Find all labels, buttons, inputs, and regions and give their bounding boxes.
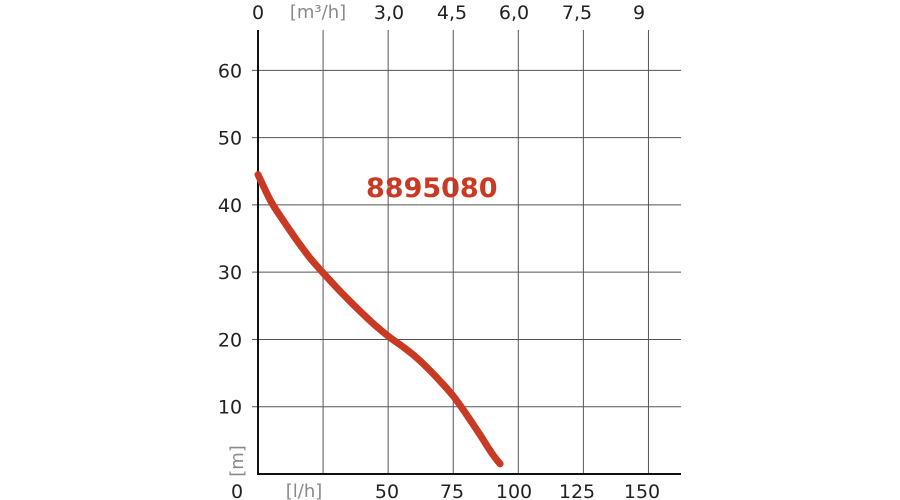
y-unit-label: [m] xyxy=(227,445,248,477)
x-top-tick-label-9: 9 xyxy=(633,2,645,24)
x-bottom-tick-label-50: 50 xyxy=(375,481,399,500)
y-tick-label-50: 50 xyxy=(218,128,242,150)
x-top-unit-label: [m³/h] xyxy=(290,2,346,23)
axes xyxy=(257,30,681,475)
y-tick-label-10: 10 xyxy=(218,397,242,419)
grid xyxy=(252,30,681,474)
x-top-tick-label-7,5: 7,5 xyxy=(562,2,592,24)
x-bottom-tick-label-75: 75 xyxy=(440,481,464,500)
y-tick-label-30: 30 xyxy=(218,262,242,284)
x-bottom-tick-label-100: 100 xyxy=(496,481,532,500)
x-top-tick-label-6,0: 6,0 xyxy=(499,2,529,24)
x-bottom-tick-label-150: 150 xyxy=(624,481,660,500)
x-bottom-tick-label-125: 125 xyxy=(559,481,595,500)
y-tick-label-60: 60 xyxy=(218,60,242,82)
model-number-label: 8895080 xyxy=(366,173,498,204)
y-tick-label-40: 40 xyxy=(218,195,242,217)
performance-curve xyxy=(254,171,504,468)
x-top-tick-label-0: 0 xyxy=(252,2,264,24)
x-bottom-tick-label-0: 0 xyxy=(231,481,243,500)
x-bottom-unit-label: [l/h] xyxy=(286,481,323,500)
x-top-tick-label-4,5: 4,5 xyxy=(437,2,467,24)
tick-labels: 0 50 75 100 125 150 [l/h] 0 3,0 4,5 6,0 7,5 9 [m³/h] 1… xyxy=(218,2,660,500)
x-top-tick-label-3,0: 3,0 xyxy=(374,2,404,24)
y-tick-label-20: 20 xyxy=(218,329,242,351)
